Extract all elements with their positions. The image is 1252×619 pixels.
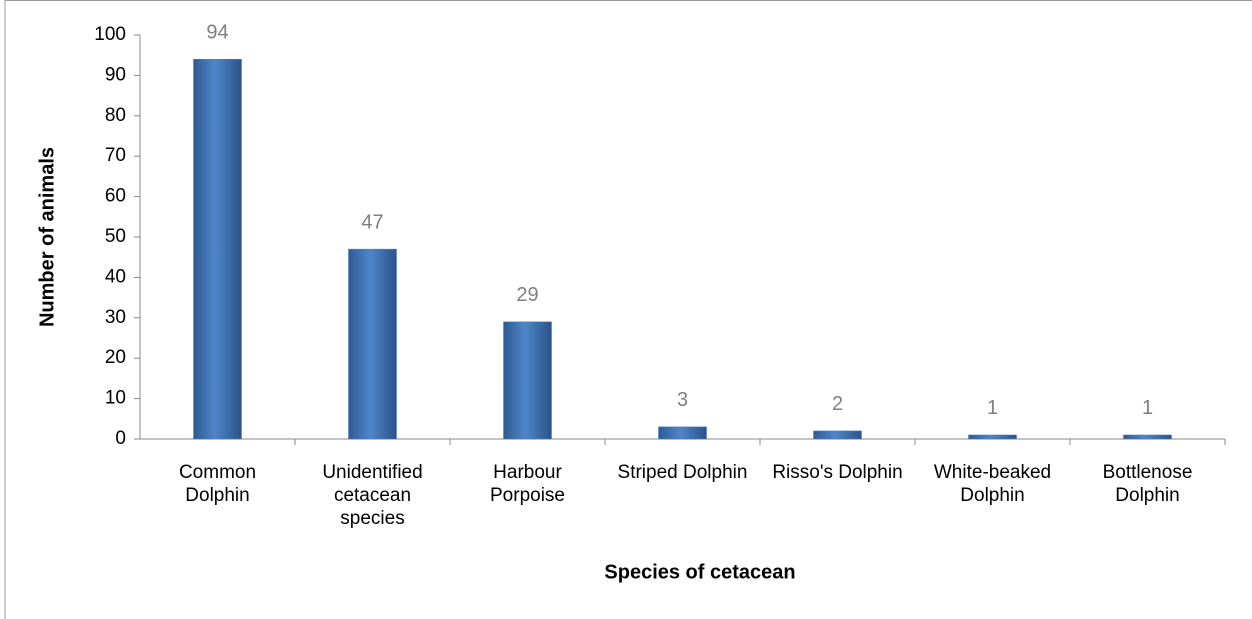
y-tick-label: 100: [94, 24, 126, 45]
bar: [1123, 434, 1172, 440]
bar: [193, 58, 242, 440]
bar: [658, 426, 707, 440]
y-tick-label: 40: [105, 266, 126, 287]
y-tick-label: 70: [105, 145, 126, 166]
x-tick-label: Bottlenose Dolphin: [1102, 462, 1193, 506]
y-axis-title: Number of animals: [36, 147, 58, 327]
y-tick-label: 0: [115, 428, 126, 449]
y-tick-label: 60: [105, 186, 126, 207]
x-tick-label: Harbour Porpoise: [490, 462, 565, 506]
data-label: 47: [361, 211, 383, 233]
bar: [813, 430, 862, 440]
y-tick-label: 20: [105, 347, 126, 368]
bar: [503, 321, 552, 440]
y-tick-label: 90: [105, 64, 126, 85]
data-label: 29: [516, 284, 538, 306]
x-tick-label: Unidentified cetacean species: [322, 462, 423, 529]
x-tick-label: Striped Dolphin: [617, 462, 748, 483]
bar: [968, 434, 1017, 440]
x-tick-label: Common Dolphin: [178, 462, 257, 506]
data-label: 2: [832, 393, 843, 415]
chart-border: [4, 0, 1252, 619]
y-tick-label: 80: [105, 105, 126, 126]
y-tick-label: 50: [105, 226, 126, 247]
x-axis-title: Species of cetacean: [604, 561, 795, 583]
bar: [348, 248, 397, 440]
y-tick-label: 30: [105, 307, 126, 328]
data-label: 94: [206, 22, 228, 44]
x-tick-label: White-beaked Dolphin: [933, 462, 1052, 506]
data-label: 1: [1142, 397, 1153, 419]
data-label: 3: [677, 389, 688, 411]
y-tick-label: 10: [105, 388, 126, 409]
data-label: 1: [987, 397, 998, 419]
x-tick-label: Risso's Dolphin: [772, 462, 903, 483]
